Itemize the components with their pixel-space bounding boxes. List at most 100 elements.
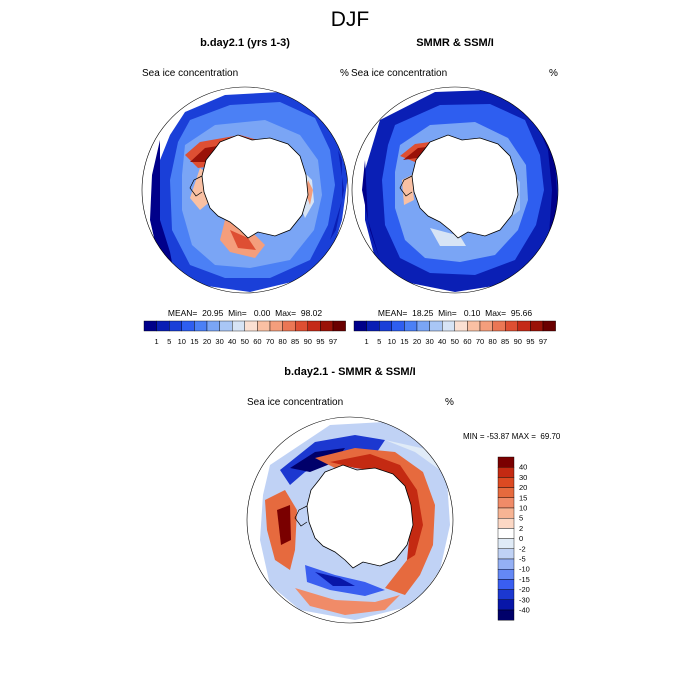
- colorbar-obs-tick-label: 60: [463, 337, 471, 346]
- colorbar-diff-tick-label: -15: [519, 575, 530, 584]
- colorbar-model-tick-label: 95: [316, 337, 324, 346]
- colorbar-diff-swatch: [497, 589, 515, 601]
- colorbar-model-swatch: [231, 320, 245, 332]
- colorbar-model-swatch: [244, 320, 258, 332]
- figure-title: DJF: [330, 8, 370, 31]
- colorbar-model-swatch: [219, 320, 233, 332]
- colorbar-diff-swatch: [497, 609, 515, 621]
- colorbar-model-tick-label: 70: [266, 337, 274, 346]
- colorbar-diff-tick-label: -5: [519, 555, 526, 564]
- colorbar-obs-tick-label: 50: [451, 337, 459, 346]
- colorbar-diff-tick-label: 30: [519, 473, 527, 482]
- colorbar-obs-tick-label: 80: [488, 337, 496, 346]
- colorbar-diff-swatch: [497, 579, 515, 590]
- colorbar-diff-swatch: [497, 497, 515, 509]
- colorbar-diff-tick-label: -10: [519, 565, 530, 574]
- panel-diff-minmax: MIN = -53.87 MAX = 69.70: [463, 432, 561, 441]
- colorbar-obs-swatch: [391, 320, 405, 332]
- colorbar-model-tick-label: 20: [203, 337, 211, 346]
- colorbar-obs-swatch: [441, 320, 455, 332]
- panel-obs-stats: MEAN= 18.25 Min= 0.10 Max= 95.66: [377, 308, 533, 318]
- colorbar-diff-swatch: [497, 528, 515, 539]
- colorbar-model-swatch: [257, 320, 271, 332]
- colorbar-model-swatch: [169, 320, 183, 332]
- colorbar-diff-tick-label: -30: [519, 595, 530, 604]
- colorbar-model-tick-label: 1: [155, 337, 159, 346]
- colorbar-model-tick-label: 60: [253, 337, 261, 346]
- colorbar-diff-tick-label: 5: [519, 514, 523, 523]
- colorbar-diff-swatch: [497, 558, 515, 570]
- colorbar-diff-tick-label: -20: [519, 585, 530, 594]
- colorbar-model-swatch: [332, 320, 346, 332]
- colorbar-model-tick-label: 5: [167, 337, 171, 346]
- colorbar-obs-swatch: [366, 320, 380, 332]
- colorbar-obs-tick-label: 15: [400, 337, 408, 346]
- colorbar-diff-tick-label: 2: [519, 524, 523, 533]
- colorbar-model-tick-label: 15: [190, 337, 198, 346]
- antarctica-coast-diff: [306, 464, 414, 569]
- colorbar-model-swatch: [206, 320, 220, 332]
- colorbar-diff-swatch: [497, 518, 515, 529]
- colorbar-diff-tick-label: 10: [519, 504, 527, 513]
- colorbar-model-swatch: [194, 320, 208, 332]
- colorbar-model-swatch: [320, 320, 334, 332]
- colorbar-obs-tick-label: 95: [526, 337, 534, 346]
- colorbar-model-tick-label: 90: [304, 337, 312, 346]
- colorbar-diff-swatch: [497, 568, 515, 580]
- panel-obs-variable: Sea ice concentration: [351, 68, 448, 79]
- colorbar-obs-swatch: [517, 320, 531, 332]
- colorbar-obs-tick-label: 30: [425, 337, 433, 346]
- colorbar-obs-tick-label: 5: [377, 337, 381, 346]
- colorbar-model-tick-label: 97: [329, 337, 337, 346]
- colorbar-obs-tick-label: 97: [539, 337, 547, 346]
- colorbar-model-swatch: [156, 320, 170, 332]
- colorbar-obs-swatch: [353, 320, 367, 332]
- colorbar-model-tick-label: 30: [215, 337, 223, 346]
- colorbar-diff-tick-label: 40: [519, 463, 527, 472]
- colorbar-diff-tick-label: -40: [519, 606, 530, 615]
- colorbar-diff-swatch: [497, 477, 515, 488]
- panel-model-variable: Sea ice concentration: [142, 68, 239, 79]
- colorbar-obs-swatch: [416, 320, 430, 332]
- colorbar-diff-tick-label: 15: [519, 493, 527, 502]
- map-model: [141, 86, 349, 294]
- colorbar-obs-swatch: [467, 320, 481, 332]
- colorbar-obs-swatch: [404, 320, 418, 332]
- map-diff: [246, 416, 454, 624]
- colorbar-diff-swatch: [497, 599, 515, 611]
- panel-obs-units: %: [549, 68, 558, 79]
- colorbar-model-swatch: [294, 320, 308, 332]
- map-obs: [351, 86, 559, 294]
- panel-diff-variable: Sea ice concentration: [247, 397, 344, 408]
- colorbar-model-tick-label: 85: [291, 337, 299, 346]
- colorbar-obs-swatch: [542, 320, 556, 332]
- colorbar-obs-tick-label: 40: [438, 337, 446, 346]
- colorbar-diff-swatch: [497, 466, 515, 478]
- colorbar-obs-swatch: [504, 320, 518, 332]
- colorbar-diff-swatch: [497, 548, 515, 560]
- panel-model-units: %: [340, 68, 349, 79]
- colorbar-model-swatch: [181, 320, 195, 332]
- colorbar-obs-tick-label: 90: [514, 337, 522, 346]
- colorbar-model-swatch: [282, 320, 296, 332]
- colorbar-obs-swatch: [379, 320, 393, 332]
- colorbar-obs-swatch: [429, 320, 443, 332]
- colorbar-diff-swatch: [497, 456, 515, 468]
- colorbar-obs-tick-label: 1: [365, 337, 369, 346]
- colorbar-diff-swatch: [497, 507, 515, 519]
- colorbar-model-tick-label: 80: [278, 337, 286, 346]
- colorbar-obs-tick-label: 70: [476, 337, 484, 346]
- colorbar-diff-swatch: [497, 538, 515, 549]
- panel-diff-title: b.day2.1 - SMMR & SSM/I: [284, 366, 416, 378]
- colorbar-model: 1 5 10 15 20 30 40 50 60 70 80 85 90 95 97: [143, 320, 346, 346]
- colorbar-model-tick-label: 10: [178, 337, 186, 346]
- panel-model-title: b.day2.1 (yrs 1-3): [200, 37, 290, 49]
- colorbar-obs-swatch: [530, 320, 544, 332]
- colorbar-model-swatch: [269, 320, 283, 332]
- colorbar-model-swatch: [143, 320, 157, 332]
- antarctica-coast-obs: [411, 134, 519, 239]
- panel-diff-units: %: [445, 397, 454, 408]
- colorbar-obs-tick-label: 85: [501, 337, 509, 346]
- colorbar-obs-tick-label: 10: [388, 337, 396, 346]
